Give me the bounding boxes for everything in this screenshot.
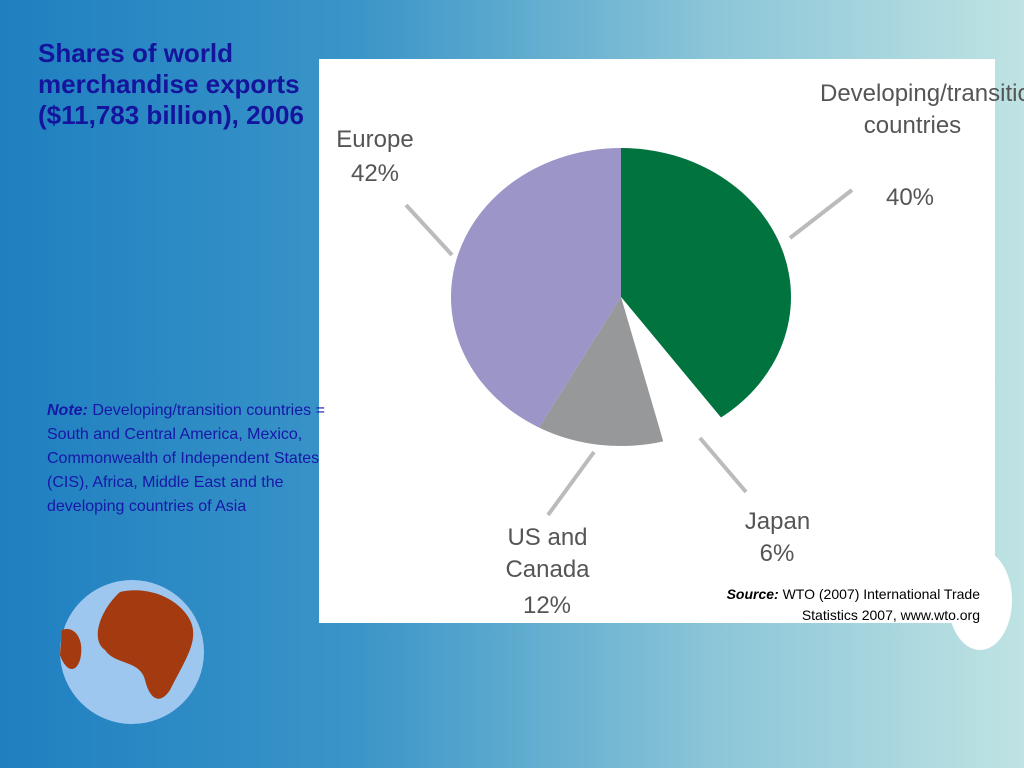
note-text: Developing/transition countries = South …: [47, 402, 325, 515]
note-label: Note:: [47, 402, 88, 419]
globe-land: [97, 590, 194, 699]
value-label: 42%: [350, 160, 400, 187]
leader-line: [788, 188, 854, 240]
leader-line: [546, 450, 596, 517]
leader-line: [404, 203, 454, 257]
globe-land: [60, 629, 82, 670]
source-text: WTO (2007) International Trade Statistic…: [782, 586, 980, 623]
pie-slice: [450, 148, 621, 428]
pie-slice: [539, 297, 664, 446]
source-label: Source:: [726, 586, 779, 602]
value-label: 12%: [522, 592, 572, 619]
note: Note: Developing/transition countries = …: [47, 399, 365, 519]
source: Source: WTO (2007) International Trade S…: [700, 584, 980, 626]
category-label: Europe: [336, 126, 414, 153]
category-label: Developing/transition countries: [820, 80, 1024, 139]
pie-slice: [621, 297, 721, 442]
value-label: 6%: [759, 540, 795, 567]
category-label: Japan: [744, 508, 811, 535]
chart-title: Shares of world merchandise exports ($11…: [38, 38, 304, 130]
leader-line: [698, 436, 748, 494]
value-label: 40%: [885, 184, 935, 211]
pie-slice: [621, 148, 791, 418]
category-label: US and Canada: [505, 524, 590, 583]
